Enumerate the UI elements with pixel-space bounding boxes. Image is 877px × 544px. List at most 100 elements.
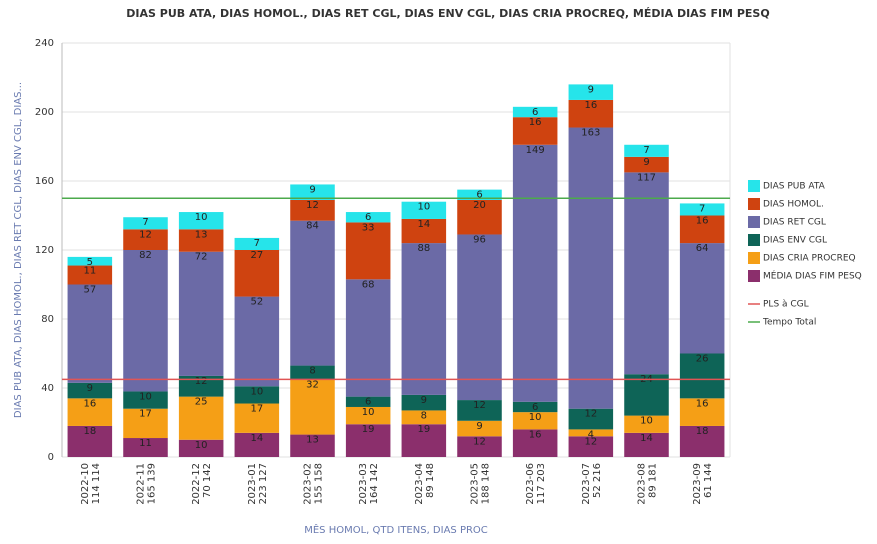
data-label: 17 <box>250 404 263 415</box>
data-label: 6 <box>532 402 538 413</box>
bar-segment <box>401 243 447 395</box>
data-label: 7 <box>643 145 649 156</box>
bar-segment <box>457 436 502 457</box>
x-tick-label: 2023-08 <box>637 463 648 505</box>
x-tick-label: 2023-05 <box>470 463 481 505</box>
bar-segment <box>67 256 113 266</box>
x-tick-label: 89 148 <box>425 463 436 498</box>
data-label: 64 <box>696 243 709 254</box>
bar-segment <box>234 237 280 250</box>
bar-segment <box>568 429 614 437</box>
legend-label: DIAS RET CGL <box>763 218 826 228</box>
bar-segment <box>234 250 280 297</box>
bar-segment <box>123 217 168 230</box>
bar-segment <box>401 218 447 244</box>
data-label: 10 <box>139 391 152 402</box>
bar-segment <box>624 172 669 375</box>
bar-segment <box>290 184 335 200</box>
legend-swatch <box>748 270 760 282</box>
legend-label: DIAS CRIA PROCREQ <box>763 254 856 264</box>
data-label: 9 <box>588 84 594 95</box>
x-tick-label: 155 158 <box>314 463 325 504</box>
x-tick-label: 165 139 <box>147 463 158 504</box>
data-label: 4 <box>588 429 594 440</box>
x-tick-label: 2022-10 <box>80 463 91 505</box>
legend-label: MÉDIA DIAS FIM PESQ <box>763 270 862 282</box>
data-label: 16 <box>696 216 709 227</box>
legend-swatch <box>748 216 760 228</box>
data-label: 17 <box>139 409 152 420</box>
data-label: 9 <box>643 157 649 168</box>
data-label: 13 <box>195 229 208 240</box>
data-label: 72 <box>195 252 208 263</box>
y-tick-label: 40 <box>41 383 54 394</box>
legend-label: Tempo Total <box>762 318 816 328</box>
bar-segment <box>123 438 168 457</box>
legend-label: DIAS PUB ATA <box>763 182 826 192</box>
bar-segment <box>679 398 725 426</box>
data-label: 12 <box>473 436 486 447</box>
bar-segment <box>123 408 168 439</box>
data-label: 14 <box>250 433 263 444</box>
x-tick-label: 2022-12 <box>191 463 202 505</box>
x-tick-label: 2023-02 <box>303 463 314 505</box>
bar-segment <box>67 425 113 457</box>
bar-segment <box>345 212 391 223</box>
bar-segment <box>679 243 725 354</box>
data-label: 18 <box>83 426 96 437</box>
data-label: 12 <box>306 200 319 211</box>
data-label: 6 <box>365 397 371 408</box>
bar-segment <box>290 220 335 366</box>
bar-segment <box>457 234 502 401</box>
bar-segment <box>512 117 558 145</box>
bar-segment <box>345 424 391 457</box>
data-label: 20 <box>473 200 486 211</box>
legend-swatch <box>748 234 760 246</box>
y-tick-label: 80 <box>41 314 54 325</box>
y-tick-label: 200 <box>35 107 54 118</box>
bar-segment <box>290 434 335 457</box>
legend-label: DIAS ENV CGL <box>763 236 827 246</box>
bar-segment <box>123 250 168 392</box>
x-tick-label: 2023-03 <box>358 463 369 505</box>
bar-segment <box>401 410 447 425</box>
x-tick-label: 2022-11 <box>136 463 147 505</box>
bar-segment <box>679 353 725 399</box>
data-label: 8 <box>309 366 315 377</box>
data-label: 10 <box>195 212 208 223</box>
y-tick-label: 240 <box>35 38 54 49</box>
data-label: 9 <box>476 421 482 432</box>
bar-segment <box>457 420 502 437</box>
data-label: 7 <box>254 238 260 249</box>
data-label: 5 <box>87 257 93 268</box>
bar-segment <box>568 408 614 430</box>
x-tick-label: 2023-01 <box>247 463 258 505</box>
x-tick-label: 2023-04 <box>414 463 425 505</box>
x-tick-label: 2023-06 <box>525 463 536 505</box>
data-label: 32 <box>306 379 319 390</box>
bar-segment <box>401 201 447 219</box>
bar-segment <box>178 375 224 397</box>
data-label: 18 <box>696 426 709 437</box>
bar-segment <box>123 391 168 409</box>
x-tick-label: 89 181 <box>648 463 659 498</box>
bar-segment <box>457 400 502 421</box>
data-label: 12 <box>139 229 152 240</box>
data-label: 11 <box>83 266 96 277</box>
bar-segment <box>679 425 725 457</box>
data-label: 117 <box>637 172 656 183</box>
data-label: 52 <box>250 297 263 308</box>
data-label: 149 <box>526 145 545 156</box>
y-tick-label: 120 <box>35 245 54 256</box>
data-label: 163 <box>581 128 600 139</box>
data-label: 16 <box>529 429 542 440</box>
bar-segment <box>123 229 168 250</box>
data-label: 88 <box>417 243 430 254</box>
bar-segment <box>624 374 669 416</box>
data-label: 7 <box>142 217 148 228</box>
data-label: 57 <box>83 285 96 296</box>
bar-segment <box>67 265 113 285</box>
legend-swatch <box>748 252 760 264</box>
data-label: 10 <box>640 416 653 427</box>
bar-segment <box>624 415 669 433</box>
